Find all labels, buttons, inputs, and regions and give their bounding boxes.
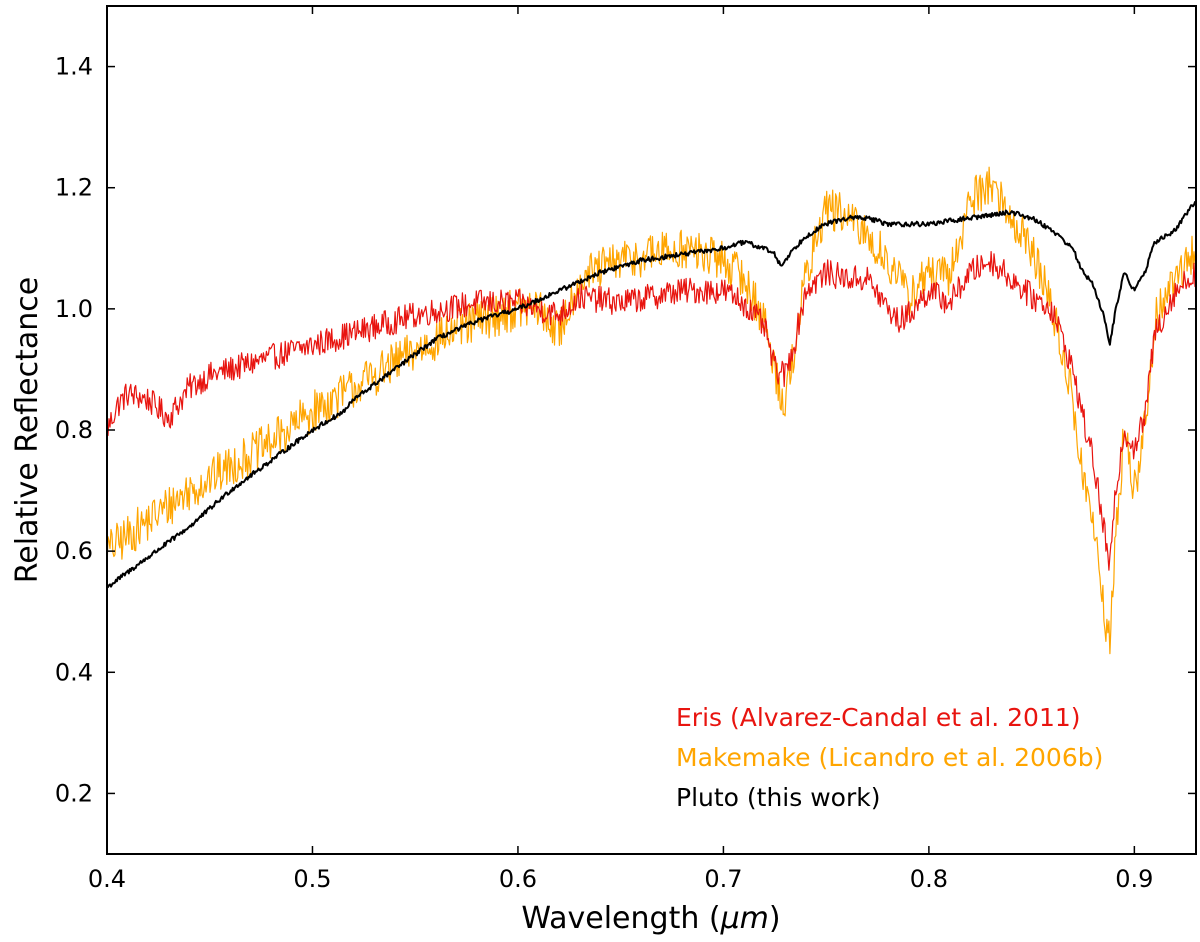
plot-frame	[106, 5, 1197, 855]
y-tick-label: 1.2	[55, 174, 93, 202]
x-tick-label: 0.9	[1115, 865, 1153, 893]
y-tick-label: 0.8	[55, 416, 93, 444]
plot-lines	[106, 166, 1197, 655]
y-tick-label: 0.4	[55, 658, 93, 686]
legend-entry: Makemake (Licandro et al. 2006b)	[676, 743, 1103, 772]
y-tick-label: 0.2	[55, 779, 93, 807]
x-tick-label: 0.6	[499, 865, 537, 893]
x-axis-title: Wavelength (μm)	[521, 901, 780, 936]
series-line	[106, 201, 1197, 589]
series-line	[106, 166, 1197, 655]
y-axis-title: Relative Reflectance	[10, 277, 45, 583]
y-tick-label: 1.0	[55, 295, 93, 323]
x-tick-label: 0.7	[704, 865, 742, 893]
x-tick-label: 0.4	[88, 865, 126, 893]
x-tick-label: 0.8	[910, 865, 948, 893]
series-line	[106, 251, 1197, 571]
y-tick-label: 0.6	[55, 537, 93, 565]
legend-entry: Pluto (this work)	[676, 783, 880, 812]
legend-entry: Eris (Alvarez-Candal et al. 2011)	[676, 703, 1081, 732]
x-tick-label: 0.5	[293, 865, 331, 893]
legend: Eris (Alvarez-Candal et al. 2011) Makemak…	[676, 703, 1103, 812]
y-tick-label: 1.4	[55, 53, 93, 81]
axis-ticks	[106, 6, 1196, 854]
tick-labels: 0.4 0.5 0.6 0.7 0.8 0.9 0.2 0.4 0.6 0.8 1.0 1.2 1.4	[55, 53, 1154, 893]
